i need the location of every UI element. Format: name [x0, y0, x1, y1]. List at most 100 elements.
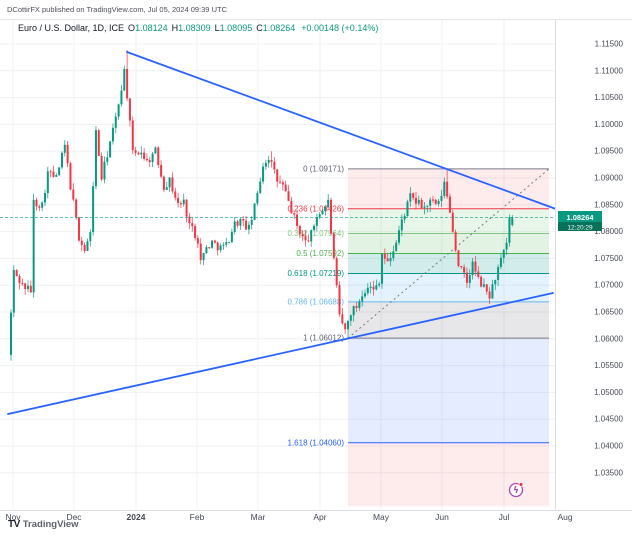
candle-body	[253, 203, 256, 220]
fib-level-label-1.618: 1.618 (1.04060)	[288, 438, 345, 447]
candle-body	[43, 192, 46, 203]
candle-body	[242, 218, 245, 221]
candle-body	[80, 240, 83, 245]
price-tick-label: 1.05000	[594, 388, 623, 397]
candle-body	[332, 233, 335, 259]
candle-body	[26, 285, 29, 290]
candle-body	[145, 158, 148, 161]
fibonacci-retracement[interactable]: 0 (1.09171) 0.236 (1.08426) 0.382 (1.07964…	[288, 164, 550, 506]
badge-countdown-bg	[558, 222, 602, 231]
candle-body	[46, 171, 49, 193]
candle-body	[89, 232, 92, 242]
candle-body	[355, 306, 358, 309]
candle-body	[369, 286, 372, 288]
candle-body	[262, 166, 265, 182]
time-axis[interactable]: Nov Dec 2024 Feb Mar Apr May Jun Jul Aug	[5, 512, 572, 522]
tradingview-logo[interactable]: TV TradingView	[8, 519, 79, 530]
symbol-title[interactable]: Euro / U.S. Dollar, 1D, ICE	[18, 23, 125, 33]
economic-events-icon[interactable]: ϟ	[508, 482, 524, 498]
time-axis-bg	[0, 510, 632, 541]
grid-layer	[0, 20, 555, 510]
candle-body	[499, 257, 502, 267]
candle-body	[264, 162, 267, 167]
candle-body	[471, 261, 474, 276]
badge-price-bg	[558, 211, 602, 222]
candle-body	[162, 176, 165, 190]
candle-body	[245, 220, 248, 230]
price-axis[interactable]: 1.11500 1.11000 1.10500 1.10000 1.09500 1.090…	[594, 40, 623, 478]
candle-body	[199, 243, 202, 261]
candle-body	[182, 199, 185, 205]
candle-body	[298, 225, 301, 235]
fib-band-0.236	[348, 208, 549, 234]
ohlc-open: O 1.08124	[128, 23, 168, 33]
fib-level-label-0: 0 (1.09171)	[303, 164, 344, 173]
candle-body	[196, 238, 199, 244]
candle-body	[256, 192, 259, 204]
candle-body	[174, 191, 177, 198]
candle-body	[18, 276, 21, 284]
candle-body	[327, 199, 330, 207]
candle-body	[171, 177, 174, 192]
trendline-ascending-support[interactable]	[7, 292, 554, 415]
candle-body	[120, 90, 123, 105]
candle-body	[426, 205, 429, 207]
candle-body	[239, 218, 242, 226]
candle-body	[160, 165, 163, 177]
candle-body	[83, 244, 86, 252]
events-alert-dot	[518, 482, 524, 487]
fib-dashed-trendline	[347, 168, 550, 339]
price-tick-label: 1.07500	[594, 254, 623, 263]
candle-body	[228, 242, 231, 244]
candle-body	[191, 223, 194, 227]
candle-body	[185, 199, 188, 217]
candle-body	[247, 224, 250, 230]
candle-body	[341, 314, 344, 324]
fib-band-0.786	[348, 301, 549, 339]
candle-body	[188, 216, 191, 224]
candle-body	[77, 217, 80, 241]
price-tick-label: 1.10000	[594, 120, 623, 129]
candle-body	[315, 217, 318, 226]
price-tick-label: 1.07000	[594, 281, 623, 290]
candle-body	[63, 144, 66, 153]
candle-body	[307, 240, 310, 242]
price-change: +0.00148 (+0.14%)	[301, 23, 379, 33]
time-tick-label-dec: Dec	[66, 512, 82, 522]
attribution-text: DCottirFX published on TradingView.com, …	[7, 5, 227, 14]
candle-body	[429, 199, 432, 206]
candle-body	[321, 210, 324, 215]
candle-body	[443, 181, 446, 196]
trendline-descending-resistance[interactable]	[126, 51, 557, 210]
fib-band-0	[348, 168, 549, 209]
candle-body	[279, 181, 282, 183]
candle-body	[437, 200, 440, 204]
candle-body	[216, 242, 219, 251]
candle-body	[117, 104, 120, 117]
candle-body	[318, 214, 321, 218]
candle-body	[409, 193, 412, 202]
fib-level-label-0.786: 0.786 (1.06688)	[288, 297, 345, 306]
candle-body	[72, 189, 75, 200]
candle-body	[287, 191, 290, 201]
candle-body	[296, 214, 299, 226]
candle-body	[347, 320, 350, 330]
price-tick-label: 1.09500	[594, 147, 623, 156]
candle-body	[177, 197, 180, 204]
candle-body	[324, 206, 327, 211]
candle-body	[137, 152, 140, 155]
candle-body	[344, 323, 347, 330]
candle-body	[310, 230, 313, 242]
candle-body	[94, 130, 97, 187]
candle-body	[35, 199, 38, 207]
candle-body	[454, 231, 457, 251]
candle-body	[211, 240, 214, 248]
candle-body	[103, 161, 106, 180]
price-tick-label: 1.03500	[594, 468, 623, 477]
candle-body	[380, 254, 383, 284]
price-tick-label: 1.06000	[594, 334, 623, 343]
candlestick-series[interactable]	[10, 49, 514, 361]
candle-body	[24, 283, 27, 290]
current-price-badge: 1.08264 12:20:29	[558, 211, 602, 232]
